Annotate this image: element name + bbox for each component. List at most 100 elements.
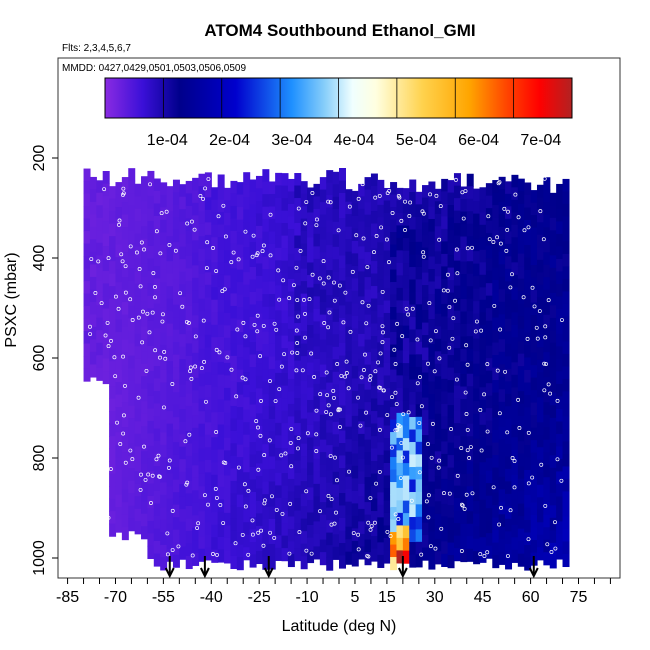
heatmap-cell [434, 226, 442, 240]
data-point [166, 465, 171, 470]
heatmap-cell [153, 441, 161, 455]
heatmap-cell [505, 343, 513, 357]
heatmap-cell [517, 266, 525, 280]
heatmap-cell [172, 204, 180, 218]
heatmap-cell [153, 466, 161, 480]
heatmap-cell [441, 228, 449, 242]
heatmap-cell [255, 225, 263, 240]
heatmap-cell [492, 355, 500, 369]
heatmap-cell [96, 292, 104, 306]
heatmap-cell [364, 277, 372, 291]
data-point [415, 381, 420, 386]
heatmap-cell [466, 398, 474, 412]
heatmap-cell [473, 551, 481, 565]
data-points [88, 176, 564, 559]
heatmap-cell [300, 281, 308, 295]
heatmap-cell [377, 404, 385, 418]
heatmap-cell [562, 378, 570, 393]
data-point [344, 371, 349, 375]
heatmap-cell [339, 293, 346, 307]
heatmap-cell [402, 500, 410, 514]
heatmap-cell [434, 351, 442, 365]
heatmap-cell [294, 173, 302, 187]
data-point [404, 306, 409, 311]
heatmap-cell [230, 343, 238, 357]
data-point [243, 229, 248, 234]
data-point [106, 256, 111, 261]
data-point [206, 502, 210, 507]
heatmap-cell [198, 423, 206, 437]
heatmap-cell [453, 423, 461, 437]
heatmap-cell [428, 419, 436, 433]
data-point [365, 265, 370, 270]
heatmap-cell [390, 319, 398, 333]
heatmap-cell [396, 400, 404, 414]
heatmap-cell [172, 554, 180, 568]
data-point [385, 413, 390, 417]
heatmap-cell [185, 518, 193, 532]
data-point [142, 444, 146, 449]
data-point [482, 392, 487, 397]
heatmap-cell [422, 185, 430, 199]
heatmap-cell [268, 356, 276, 370]
heatmap-cell [422, 410, 430, 424]
heatmap-cell [536, 397, 544, 411]
data-point [150, 473, 155, 478]
heatmap-cell [460, 486, 468, 500]
heatmap-cell [326, 520, 334, 534]
heatmap-cell [198, 298, 206, 312]
data-point [241, 320, 246, 325]
heatmap-cell [485, 408, 493, 422]
heatmap-cell [434, 476, 442, 490]
heatmap-cell [364, 327, 372, 341]
heatmap-cell [89, 301, 97, 316]
heatmap-cell [230, 330, 238, 344]
heatmap-cell [511, 212, 519, 226]
heatmap-cell [332, 259, 340, 273]
heatmap-cell [556, 521, 564, 535]
heatmap-cell [166, 348, 174, 362]
heatmap-cell [204, 422, 212, 436]
heatmap-cell [536, 522, 544, 536]
heatmap-cell [556, 496, 564, 510]
heatmap-cell [485, 520, 493, 534]
heatmap-cell [485, 233, 493, 247]
heatmap-cell [230, 180, 238, 194]
heatmap-cell [83, 193, 91, 207]
heatmap-cell [345, 301, 353, 315]
heatmap-cell [530, 377, 538, 391]
data-point [195, 526, 200, 530]
heatmap-cell [211, 212, 219, 226]
data-point [460, 190, 465, 195]
heatmap-cell [134, 271, 142, 285]
heatmap-cell [339, 555, 346, 569]
heatmap-cell [543, 177, 551, 191]
heatmap-cell [460, 536, 468, 550]
heatmap-cell [345, 501, 353, 515]
heatmap-cell [422, 197, 430, 211]
heatmap-cell [345, 226, 353, 240]
heatmap-cell [441, 391, 449, 405]
heatmap-cell [281, 460, 289, 474]
heatmap-cell [160, 532, 168, 546]
heatmap-cell [319, 539, 327, 553]
data-point [485, 362, 490, 367]
heatmap-cell [102, 221, 110, 235]
heatmap-cell [530, 202, 538, 216]
heatmap-cell [249, 316, 257, 331]
heatmap-cell [224, 537, 232, 551]
data-point [336, 228, 341, 233]
heatmap-cell [345, 289, 353, 303]
heatmap-cell [377, 267, 385, 281]
heatmap-cell [473, 226, 481, 240]
heatmap-cell [466, 361, 474, 375]
heatmap-cell [505, 443, 513, 457]
heatmap-cell [498, 539, 506, 553]
heatmap-cell [109, 261, 117, 275]
heatmap-cell [307, 324, 315, 339]
heatmap-cell [517, 503, 525, 517]
heatmap-cell [524, 357, 532, 371]
heatmap-cell [556, 183, 564, 198]
data-point [525, 336, 530, 341]
heatmap-cell [409, 392, 417, 406]
